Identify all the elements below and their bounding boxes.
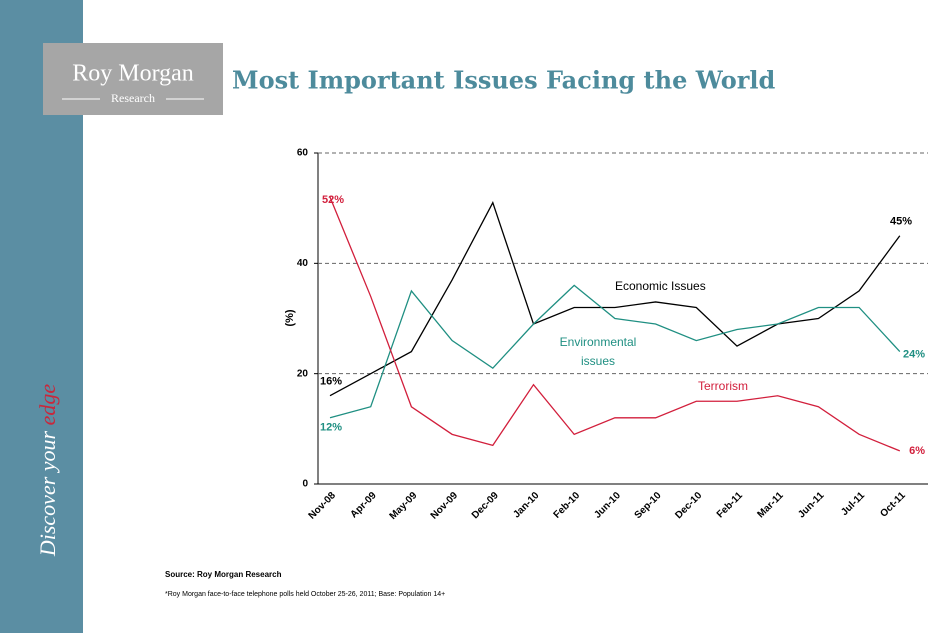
data-label: 24% xyxy=(903,349,925,361)
y-tick-label: 40 xyxy=(297,258,309,269)
series-line xyxy=(329,284,901,419)
series-label: Terrorism xyxy=(698,379,748,393)
logo-box xyxy=(43,43,223,115)
logo-name: Roy Morgan xyxy=(72,61,194,87)
source: Source: Roy Morgan Research xyxy=(165,570,282,579)
series-label-line: issues xyxy=(581,354,615,368)
series-label: Environmental issues xyxy=(560,335,637,368)
data-label: 6% xyxy=(909,445,925,457)
logo-subname: Research xyxy=(111,91,155,105)
data-label: 16% xyxy=(320,376,342,388)
y-tick-label: 60 xyxy=(297,148,309,159)
chart-title: Most Important Issues Facing the World xyxy=(232,66,775,95)
series-label-line: Environmental xyxy=(560,335,637,349)
series-label: Economic Issues xyxy=(615,279,706,293)
note: *Roy Morgan face-to-face telephone polls… xyxy=(165,591,445,598)
series-line xyxy=(329,196,901,452)
tagline-end: edge xyxy=(35,384,60,426)
tagline-start: Discover your xyxy=(35,425,60,557)
tagline: Discover your edge xyxy=(35,384,60,558)
y-tick-label: 20 xyxy=(297,368,309,379)
data-label: 12% xyxy=(320,422,342,434)
y-tick-label: 0 xyxy=(302,479,308,490)
y-axis-label: (%) xyxy=(284,309,296,326)
data-label: 45% xyxy=(890,216,912,228)
series-line xyxy=(329,201,901,397)
data-label: 52% xyxy=(322,194,344,206)
